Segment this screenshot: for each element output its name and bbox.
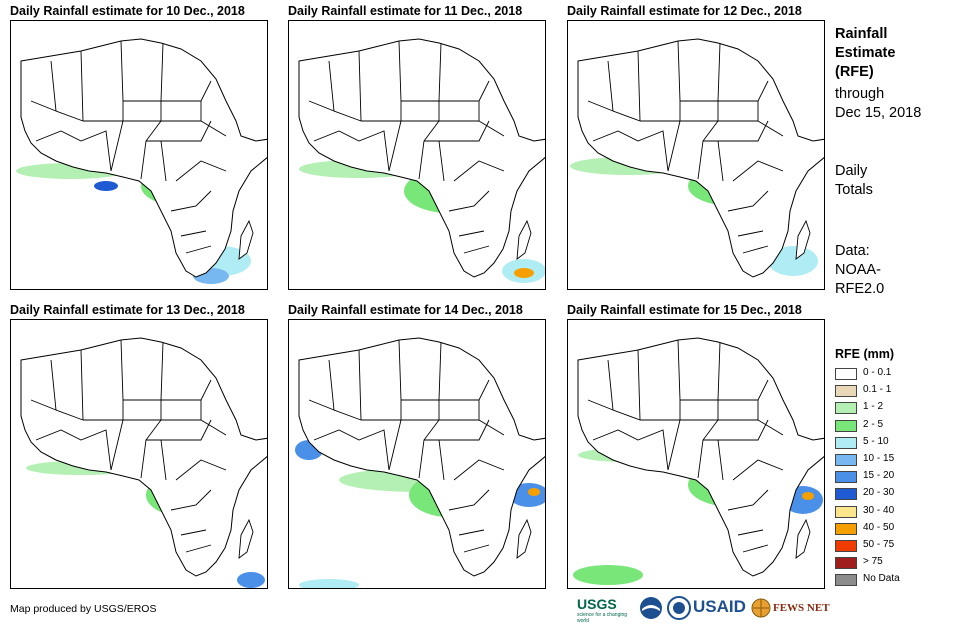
legend-swatch <box>835 453 857 466</box>
rainfall-map <box>288 20 546 290</box>
legend-label: 10 - 15 <box>863 452 895 464</box>
panel-title: Daily Rainfall estimate for 15 Dec., 201… <box>567 303 802 317</box>
totals-label: Daily Totals <box>835 162 873 200</box>
totals-line: Daily <box>835 163 868 179</box>
legend-label: 30 - 40 <box>863 504 895 516</box>
panel-title: Daily Rainfall estimate for 14 Dec., 201… <box>288 303 523 317</box>
usgs-logo-text: USGS <box>577 596 617 612</box>
legend-swatch <box>835 539 857 552</box>
data-source: Data: NOAA- RFE2.0 <box>835 242 884 299</box>
panel-title: Daily Rainfall estimate for 12 Dec., 201… <box>567 4 802 18</box>
legend-label: 40 - 50 <box>863 521 895 533</box>
legend-swatch <box>835 522 857 535</box>
noaa-logo <box>639 596 663 620</box>
legend-swatch <box>835 385 857 398</box>
panel-title: Daily Rainfall estimate for 11 Dec., 201… <box>288 4 523 18</box>
totals-line: Totals <box>835 182 873 198</box>
map-panel-dec-15: Daily Rainfall estimate for 15 Dec., 201… <box>567 303 837 594</box>
data-source-line: NOAA- <box>835 262 881 278</box>
map-panel-dec-14: Daily Rainfall estimate for 14 Dec., 201… <box>288 303 558 594</box>
noaa-seal-icon <box>640 597 662 619</box>
legend-swatch <box>835 368 857 380</box>
legend-label: 2 - 5 <box>863 418 884 430</box>
legend-swatch <box>835 557 857 570</box>
sidebar-heading: Rainfall Estimate (RFE) <box>835 25 895 82</box>
fewsnet-logo: FEWS NET <box>751 596 830 620</box>
fewsnet-logo-text: FEWS NET <box>773 602 830 614</box>
data-source-line: RFE2.0 <box>835 281 885 297</box>
data-source-line: Data: <box>835 243 870 259</box>
heading-line: (RFE) <box>835 64 874 80</box>
usaid-logo: USAID <box>693 596 751 620</box>
legend-label: No Data <box>863 573 900 585</box>
legend-label: 1 - 2 <box>863 401 884 413</box>
legend-swatch <box>835 471 857 484</box>
rainfall-map <box>567 20 825 290</box>
heading-line: Estimate <box>835 45 896 61</box>
legend-label: 50 - 75 <box>863 538 895 550</box>
heading-line: Rainfall <box>835 26 888 42</box>
rainfall-map <box>567 319 825 589</box>
legend-label: 15 - 20 <box>863 470 895 482</box>
legend-label: 0 - 0.1 <box>863 367 892 378</box>
usaid-seal <box>667 596 691 620</box>
usgs-logo: USGS science for a changing world <box>577 596 637 624</box>
panel-title: Daily Rainfall estimate for 13 Dec., 201… <box>10 303 245 317</box>
legend-swatch <box>835 574 857 587</box>
map-panel-dec-11: Daily Rainfall estimate for 11 Dec., 201… <box>288 4 558 295</box>
panel-title: Daily Rainfall estimate for 10 Dec., 201… <box>10 4 245 18</box>
through-date-value: Dec 15, 2018 <box>835 105 922 121</box>
usaid-logo-text: USAID <box>693 597 746 616</box>
legend-title: RFE (mm) <box>835 347 895 361</box>
legend-label: 0.1 - 1 <box>863 384 892 396</box>
legend-label: 5 - 10 <box>863 435 889 447</box>
legend-swatch <box>835 505 857 518</box>
legend-swatch <box>835 488 857 501</box>
legend-label: > 75 <box>863 556 883 568</box>
through-label: through <box>835 86 885 102</box>
legend-swatch <box>835 436 857 449</box>
rainfall-map <box>10 319 268 589</box>
map-credit: Map produced by USGS/EROS <box>10 603 157 615</box>
map-panel-dec-10: Daily Rainfall estimate for 10 Dec., 201… <box>10 4 280 295</box>
rainfall-map <box>10 20 268 290</box>
map-panel-dec-12: Daily Rainfall estimate for 12 Dec., 201… <box>567 4 837 295</box>
usgs-tagline: science for a changing world <box>577 612 628 624</box>
through-date: through Dec 15, 2018 <box>835 85 921 123</box>
usaid-seal-icon <box>667 596 691 620</box>
legend-swatch <box>835 419 857 432</box>
legend-label: 20 - 30 <box>863 487 895 499</box>
rainfall-map <box>288 319 546 589</box>
fewsnet-globe-icon <box>751 598 771 618</box>
legend-swatch <box>835 402 857 415</box>
map-panel-dec-13: Daily Rainfall estimate for 13 Dec., 201… <box>10 303 280 594</box>
